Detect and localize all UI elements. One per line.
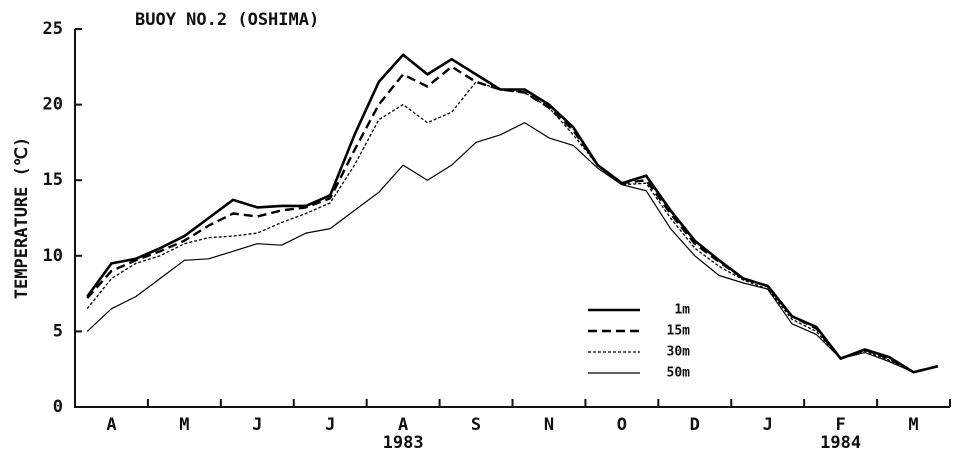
y-axis-label: TEMPERATURE (℃) (12, 137, 32, 299)
x-tick-label: A (106, 415, 116, 435)
x-tick-label: A (398, 415, 408, 435)
y-tick-label: 25 (43, 19, 63, 39)
x-tick-label: J (325, 415, 335, 435)
legend-label: 1m (674, 303, 690, 318)
y-tick-label: 15 (43, 170, 63, 190)
legend-label: 50m (667, 366, 691, 381)
series-line (86, 53, 939, 374)
x-tick-label: J (763, 415, 773, 435)
x-tick-label: M (179, 415, 189, 435)
y-tick-label: 20 (43, 95, 63, 115)
year-label: 1984 (820, 433, 861, 453)
x-tick-label: N (544, 415, 554, 435)
series-line (86, 65, 939, 374)
y-tick-label: 10 (43, 246, 63, 266)
series-line (86, 81, 938, 373)
legend-label: 15m (667, 324, 691, 339)
x-tick-label: O (617, 415, 627, 435)
legend-label: 30m (667, 345, 691, 360)
x-tick-label: M (908, 415, 918, 435)
year-label: 1983 (383, 433, 424, 453)
x-tick-label: F (836, 415, 846, 435)
chart-title: BUOY NO.2 (OSHIMA) (135, 10, 319, 30)
axis-frame (74, 29, 950, 408)
y-tick-label: 5 (53, 321, 63, 341)
series-line (86, 122, 938, 373)
x-tick-label: D (690, 415, 700, 435)
x-tick-label: J (252, 415, 262, 435)
x-tick-label: S (471, 415, 481, 435)
y-tick-label: 0 (53, 397, 63, 417)
